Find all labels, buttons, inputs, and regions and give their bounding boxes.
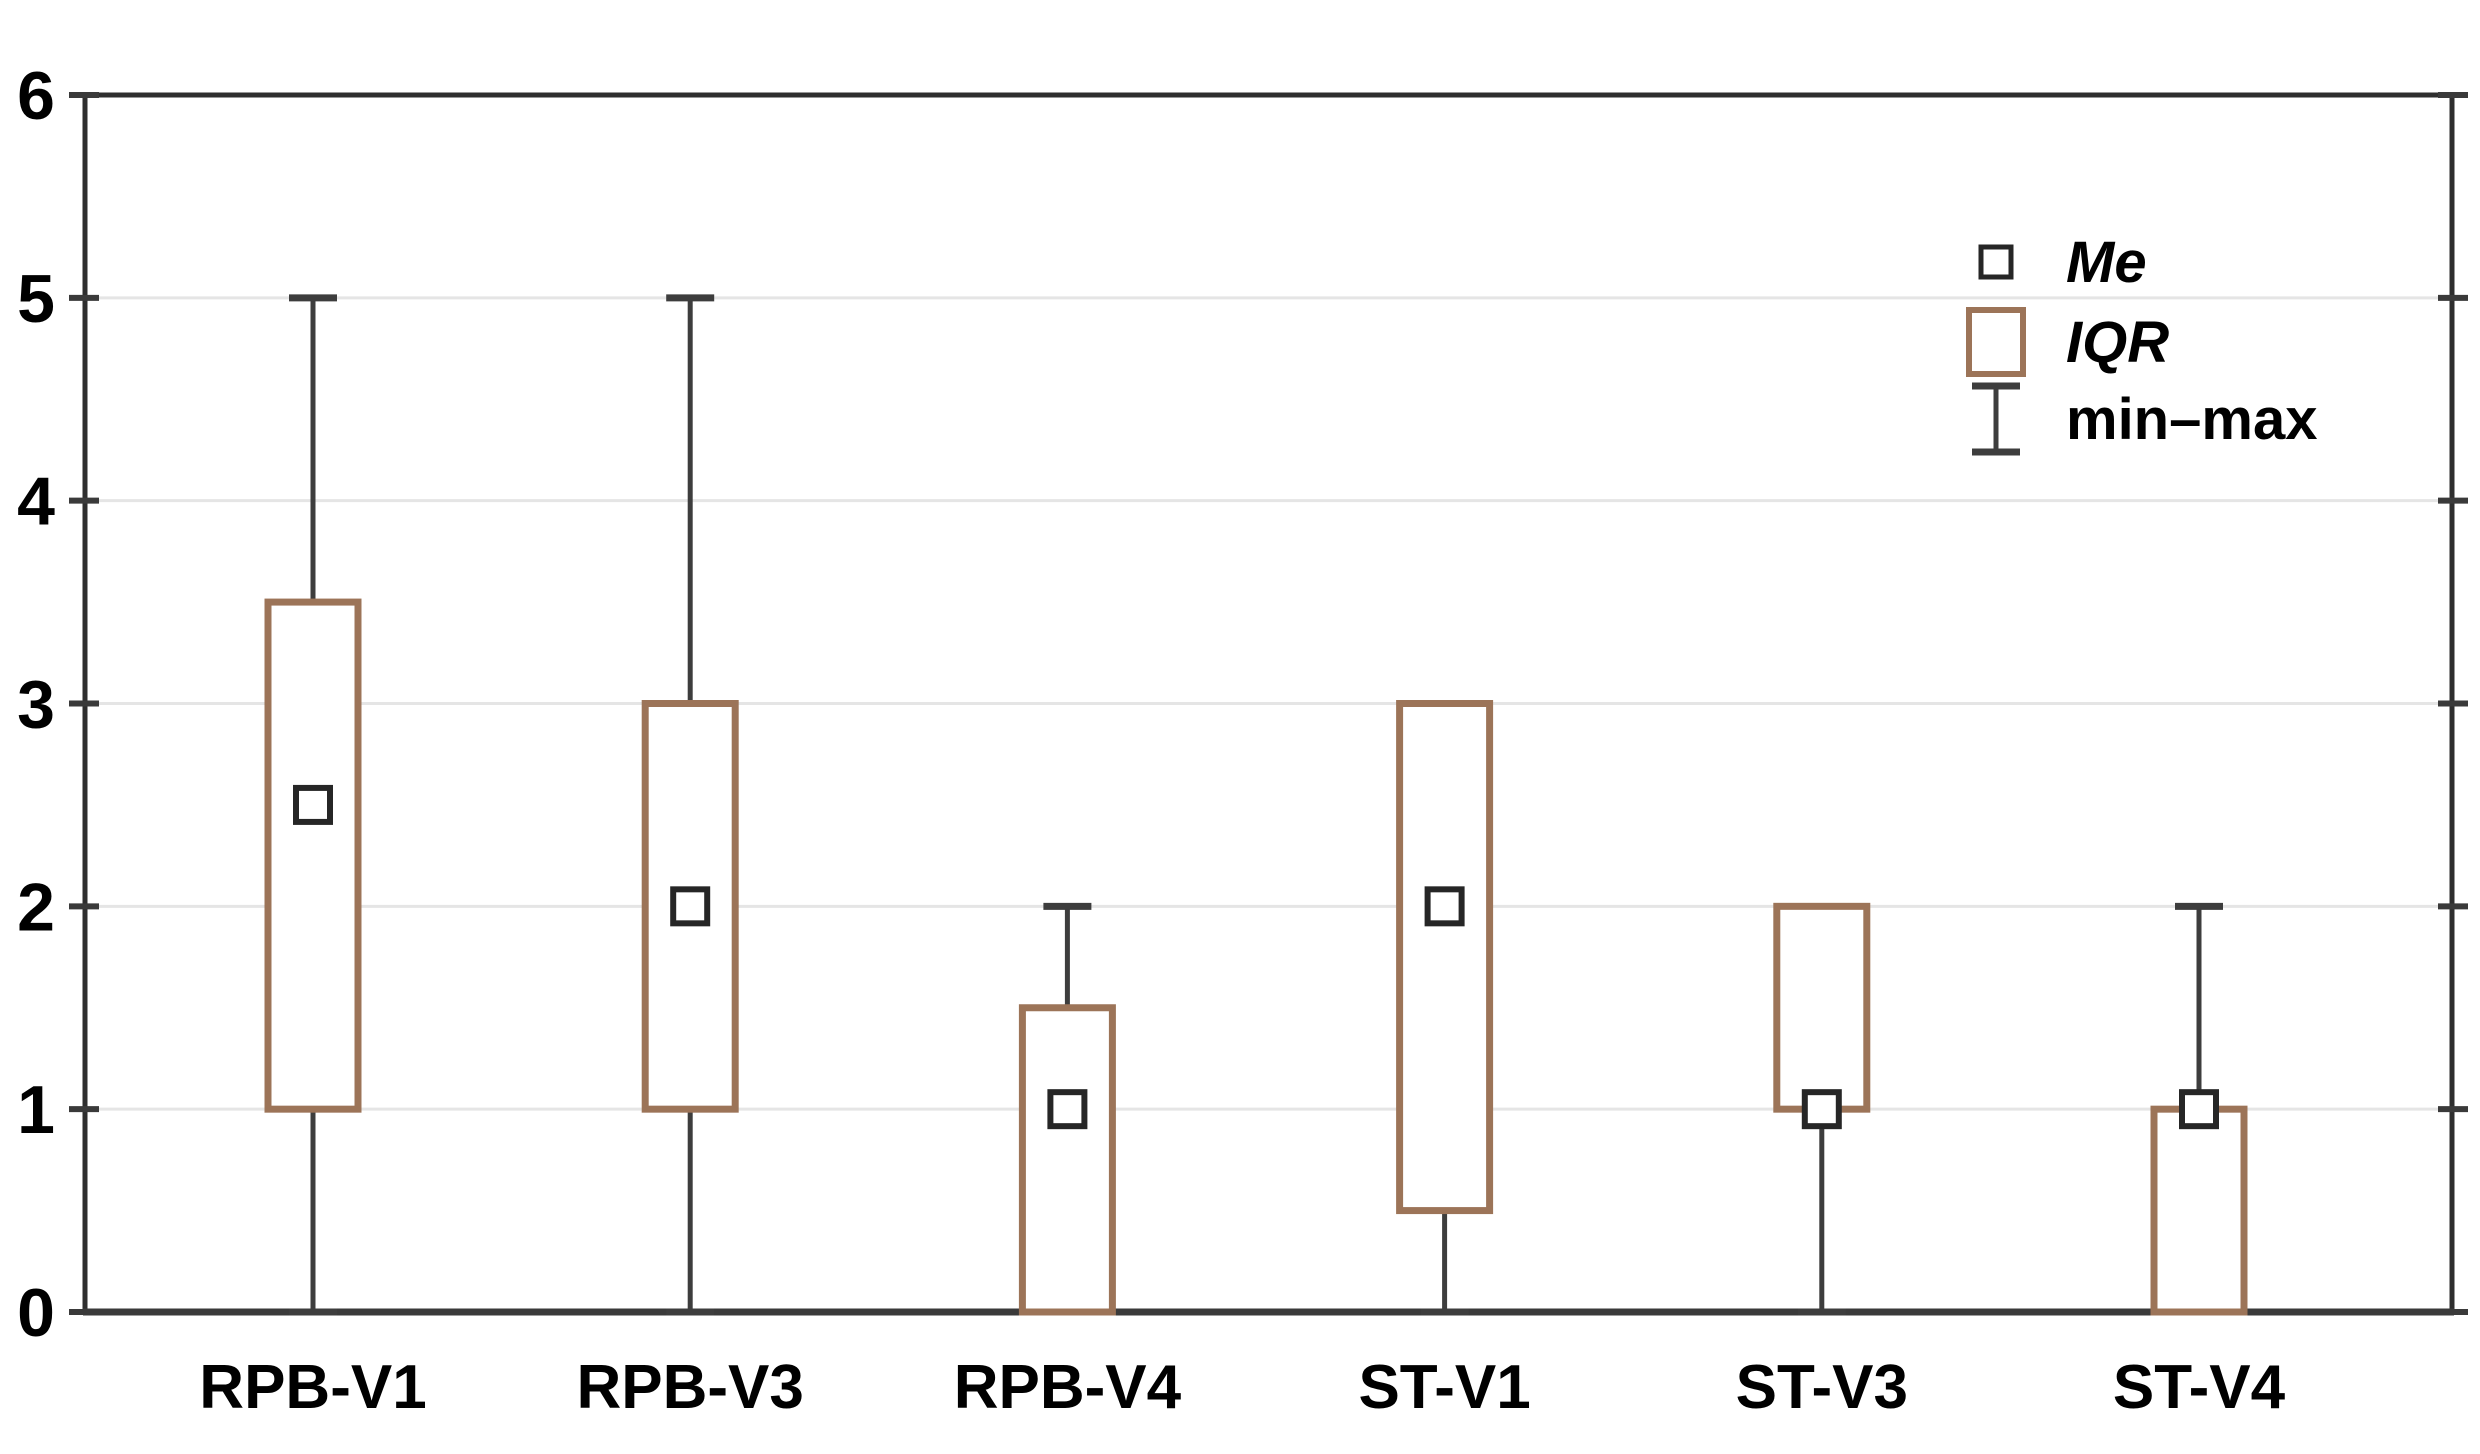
y-tick-label-4: 4 (17, 464, 55, 540)
x-axis-label-RPB-V3: RPB-V3 (577, 1353, 804, 1422)
x-axis-label-RPB-V4: RPB-V4 (954, 1353, 1182, 1422)
median-marker (2179, 1089, 2219, 1130)
y-tick-label-3: 3 (17, 667, 55, 743)
iqr-box (1018, 1004, 1116, 1316)
iqr-box (2150, 1105, 2248, 1316)
x-axis-label-ST-V4: ST-V4 (2113, 1353, 2286, 1422)
median-marker (1424, 886, 1465, 927)
y-tick-label-1: 1 (17, 1072, 55, 1148)
legend-label-iqr: IQR (2066, 310, 2169, 375)
median-marker (1801, 1089, 1842, 1130)
iqr-box (1396, 700, 1494, 1215)
box-group-RPB-V1 (264, 294, 362, 1316)
x-axis-label-ST-V3: ST-V3 (1736, 1353, 1908, 1422)
median-marker (293, 784, 333, 825)
box-group-RPB-V3 (641, 294, 739, 1316)
legend: Me IQR min–max (1966, 230, 2317, 456)
y-tick-label-6: 6 (17, 58, 55, 134)
y-tick-label-5: 5 (17, 261, 55, 337)
y-tick-label-0: 0 (17, 1275, 55, 1351)
median-marker (1047, 1089, 1088, 1130)
median-marker (670, 886, 711, 927)
legend-label-min-max: min–max (2066, 387, 2317, 452)
y-tick-label-2: 2 (17, 869, 55, 945)
box-group-RPB-V4 (1018, 902, 1116, 1316)
x-axis-label-RPB-V1: RPB-V1 (199, 1353, 426, 1422)
iqr-box (1773, 902, 1871, 1113)
iqr-box (264, 598, 362, 1113)
box-group-ST-V1 (1396, 700, 1494, 1316)
median-square-icon (1978, 244, 2014, 280)
whisker-ibeam-icon (1972, 382, 2020, 456)
legend-label-me: Me (2066, 230, 2147, 295)
box-group-ST-V4 (2150, 902, 2248, 1316)
x-axis-label-ST-V1: ST-V1 (1358, 1353, 1530, 1422)
iqr-box-icon (1966, 307, 2026, 377)
box-group-ST-V3 (1773, 902, 1871, 1316)
